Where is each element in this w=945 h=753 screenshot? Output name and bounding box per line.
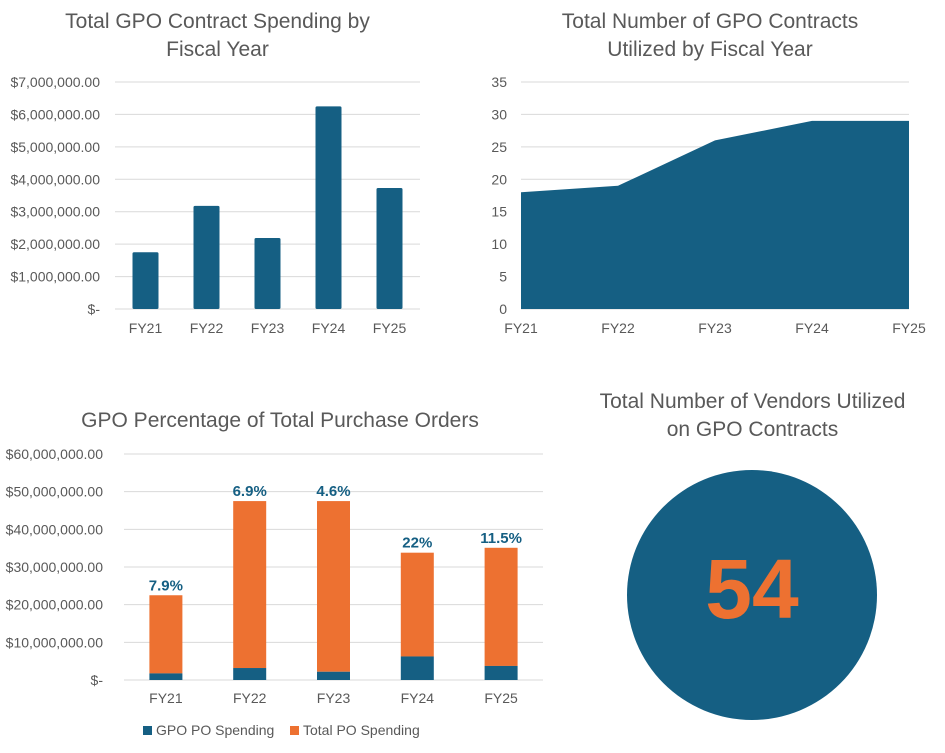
chart3-data-label: 6.9% <box>233 483 267 500</box>
chart2-x-tick: FY22 <box>601 320 635 336</box>
chart3-x-tick: FY24 <box>401 690 435 706</box>
chart2-area <box>521 120 909 310</box>
chart2-x-tick: FY21 <box>504 320 538 336</box>
chart1-x-tick: FY23 <box>251 320 285 336</box>
chart3-legend-label-gpo: GPO PO Spending <box>156 722 274 738</box>
chart1-y-tick: $4,000,000.00 <box>10 171 100 187</box>
chart3-x-tick: FY21 <box>149 690 183 706</box>
chart1-bar <box>315 106 342 309</box>
chart3-bar-gpo <box>317 671 350 680</box>
chart2-x-tick: FY25 <box>892 320 926 336</box>
kpi-value: 54 <box>705 542 799 636</box>
chart3-title-line1: GPO Percentage of Total Purchase Orders <box>81 409 479 432</box>
chart3-bar-total <box>484 547 518 666</box>
chart1-x-tick: FY25 <box>373 320 407 336</box>
chart2-title: Total Number of GPO Contracts Utilized b… <box>520 8 900 64</box>
chart3-y-tick: $50,000,000.00 <box>6 484 104 500</box>
chart2-title-line1: Total Number of GPO Contracts <box>561 10 859 33</box>
kpi-title-line2: on GPO Contracts <box>666 418 839 441</box>
chart2-title-line2: Utilized by Fiscal Year <box>607 38 813 61</box>
chart2-x-tick: FY23 <box>698 320 732 336</box>
chart1-bar <box>132 252 159 309</box>
chart3-y-tick: $40,000,000.00 <box>6 521 104 537</box>
chart3-bar-total <box>400 552 434 657</box>
kpi-circle <box>627 470 877 720</box>
chart3-bar-gpo <box>484 665 518 680</box>
chart3-data-label: 4.6% <box>316 483 350 500</box>
chart3-y-tick: $20,000,000.00 <box>6 597 104 613</box>
chart3-bar-total <box>149 595 183 674</box>
chart1-bar <box>193 205 220 309</box>
chart1-title-line2: Fiscal Year <box>166 38 269 61</box>
chart1-title: Total GPO Contract Spending by Fiscal Ye… <box>40 8 395 64</box>
chart3-y-tick: $60,000,000.00 <box>6 446 104 462</box>
chart1-bar <box>376 188 403 309</box>
kpi-title: Total Number of Vendors Utilized on GPO … <box>575 388 930 444</box>
chart1-title-line1: Total GPO Contract Spending by <box>65 10 370 33</box>
chart1-bar <box>254 237 281 309</box>
chart3-title: GPO Percentage of Total Purchase Orders <box>40 407 520 435</box>
chart2-y-tick: 10 <box>491 236 507 252</box>
chart3-y-tick: $30,000,000.00 <box>6 559 104 575</box>
chart1-y-tick: $- <box>88 301 101 317</box>
chart3-legend-label-total: Total PO Spending <box>303 722 420 738</box>
chart3-y-tick: $10,000,000.00 <box>6 634 104 650</box>
chart3-bar-gpo <box>149 673 183 680</box>
chart3-data-label: 11.5% <box>480 530 522 547</box>
chart1-x-tick: FY21 <box>129 320 163 336</box>
chart3-bar-gpo <box>400 656 434 680</box>
chart1-y-tick: $2,000,000.00 <box>10 236 100 252</box>
chart3-x-tick: FY23 <box>317 690 351 706</box>
chart2-y-tick: 15 <box>491 204 507 220</box>
chart1-y-tick: $1,000,000.00 <box>10 269 100 285</box>
chart2-y-tick: 30 <box>491 106 507 122</box>
chart1-x-tick: FY22 <box>190 320 224 336</box>
chart3-legend-swatch-total <box>290 726 299 735</box>
chart1-y-tick: $7,000,000.00 <box>10 74 100 90</box>
chart3-x-tick: FY25 <box>484 690 518 706</box>
chart2-y-tick: 0 <box>499 301 507 317</box>
chart3-bar-total <box>233 501 267 669</box>
kpi-title-line1: Total Number of Vendors Utilized <box>599 390 906 413</box>
chart3-bar-gpo <box>233 668 267 680</box>
chart2-y-tick: 35 <box>491 74 507 90</box>
chart2-y-tick: 20 <box>491 171 507 187</box>
chart1-x-tick: FY24 <box>312 320 346 336</box>
chart2-y-tick: 5 <box>499 269 507 285</box>
chart1-y-tick: $3,000,000.00 <box>10 204 100 220</box>
chart2-x-tick: FY24 <box>795 320 829 336</box>
chart1-y-tick: $6,000,000.00 <box>10 106 100 122</box>
chart3-data-label: 22% <box>402 535 432 552</box>
chart3-data-label: 7.9% <box>149 577 183 594</box>
chart3-x-tick: FY22 <box>233 690 267 706</box>
chart1-y-tick: $5,000,000.00 <box>10 139 100 155</box>
chart2-y-tick: 25 <box>491 139 507 155</box>
chart3-y-tick: $- <box>91 672 104 688</box>
chart3-legend-swatch-gpo <box>143 726 152 735</box>
chart3-bar-total <box>317 501 350 672</box>
